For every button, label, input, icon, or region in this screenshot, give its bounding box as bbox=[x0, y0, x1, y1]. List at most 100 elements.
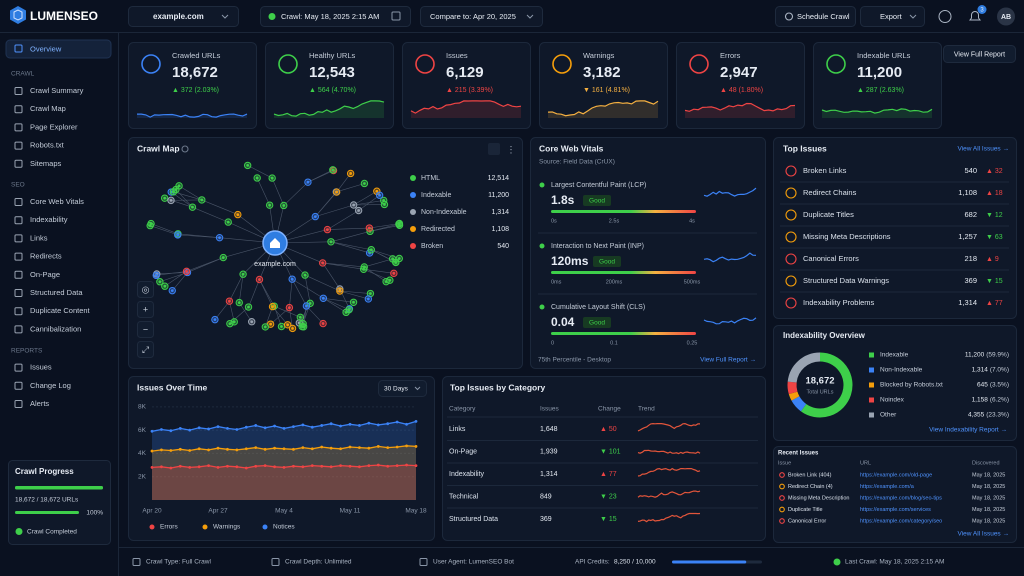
graph-node-core bbox=[338, 289, 342, 293]
nav-item[interactable]: Robots.txt bbox=[30, 141, 65, 150]
nav-icon bbox=[14, 381, 23, 390]
series-point bbox=[405, 422, 408, 426]
nav-section: CRAWL bbox=[11, 71, 35, 78]
graph-node-core bbox=[313, 215, 317, 219]
url-cell[interactable]: https://example.com/a bbox=[860, 484, 915, 490]
nav-icon bbox=[14, 123, 23, 132]
nav-item[interactable]: Change Log bbox=[30, 381, 71, 390]
site-selector[interactable] bbox=[128, 6, 239, 27]
footer-item: Last Crawl: May 18, 2025 2:15 AM bbox=[845, 559, 944, 566]
series-point bbox=[348, 464, 352, 468]
avatar[interactable] bbox=[997, 7, 1015, 26]
bell-button[interactable] bbox=[969, 11, 981, 21]
compare-date[interactable] bbox=[420, 6, 543, 27]
url-cell[interactable]: https://example.com/category/seo bbox=[860, 518, 942, 524]
view-report-button[interactable] bbox=[943, 45, 1016, 63]
series-point bbox=[169, 466, 173, 470]
sparkline bbox=[410, 100, 522, 114]
nav-item[interactable]: Alerts bbox=[30, 399, 49, 408]
url-cell[interactable]: https://example.com/old-page bbox=[860, 472, 932, 478]
panel-title: Recent Issues bbox=[778, 451, 819, 457]
link[interactable]: View Indexability Report → bbox=[929, 427, 1007, 434]
series-point bbox=[273, 465, 276, 469]
nav-item[interactable]: Duplicate Content bbox=[30, 306, 91, 315]
map-control[interactable] bbox=[137, 301, 154, 318]
series-point bbox=[160, 448, 163, 452]
url-cell[interactable]: https://example.com/services bbox=[860, 507, 931, 513]
map-control[interactable] bbox=[137, 281, 154, 298]
url-cell[interactable]: https://example.com/blog/seo-tips bbox=[860, 495, 942, 501]
map-control[interactable] bbox=[137, 341, 154, 358]
kpi-change: ▼ 161 (4.81%) bbox=[583, 87, 630, 94]
map-control[interactable] bbox=[137, 321, 154, 338]
nav-item[interactable]: Sitemaps bbox=[30, 159, 62, 168]
legend-label: Warnings bbox=[213, 524, 241, 531]
export-text: Export bbox=[880, 12, 903, 21]
series-point bbox=[367, 421, 371, 425]
issue-cell: Broken Link (404) bbox=[788, 472, 832, 478]
series-point bbox=[292, 464, 295, 468]
schedule-button[interactable] bbox=[775, 6, 856, 27]
segment-value: 1,158 bbox=[972, 397, 989, 404]
icon bbox=[784, 12, 794, 21]
threshold-label: 200ms bbox=[606, 279, 623, 285]
crawl-date[interactable] bbox=[260, 6, 411, 27]
legend-dot bbox=[410, 243, 416, 249]
nav-item[interactable]: Structured Data bbox=[30, 288, 83, 297]
issue-change: ▼ 63 bbox=[986, 234, 1003, 241]
metric-value: 120ms bbox=[551, 254, 589, 268]
graph-node-core bbox=[375, 189, 379, 193]
nav-item[interactable]: Core Web Vitals bbox=[30, 197, 84, 206]
link[interactable]: View All Issues → bbox=[957, 146, 1009, 153]
schedule-text: Schedule Crawl bbox=[797, 12, 850, 21]
nav-active[interactable] bbox=[5, 39, 112, 59]
series-point bbox=[150, 465, 154, 469]
graph-node-core bbox=[352, 300, 355, 304]
graph-edge bbox=[214, 300, 230, 320]
panel bbox=[128, 137, 523, 369]
menu-button[interactable]: ⋮ bbox=[507, 144, 516, 154]
help-button[interactable] bbox=[938, 10, 952, 23]
expand-button[interactable] bbox=[488, 143, 500, 155]
series-point bbox=[254, 424, 258, 427]
progress-card bbox=[8, 460, 111, 545]
status-dot bbox=[268, 13, 276, 20]
series-point bbox=[216, 465, 220, 469]
series-point bbox=[160, 428, 163, 431]
series-point bbox=[386, 464, 390, 468]
link[interactable]: View Full Report → bbox=[700, 357, 756, 364]
range-dropdown[interactable] bbox=[378, 380, 427, 397]
graph-node-core bbox=[352, 203, 356, 207]
nav-item[interactable]: Issues bbox=[30, 363, 52, 372]
nav-item[interactable]: Links bbox=[30, 233, 48, 242]
issue-cell: Duplicate Title bbox=[788, 507, 823, 513]
graph-node-core bbox=[221, 256, 225, 259]
segment-value: 4,355 bbox=[968, 412, 985, 419]
panel-subtitle: Source: Field Data (CrUX) bbox=[539, 159, 615, 166]
graph-edge bbox=[353, 204, 385, 206]
nav-item[interactable]: Crawl Summary bbox=[30, 86, 84, 95]
nav-item[interactable]: Page Explorer bbox=[30, 122, 78, 131]
legend-label: Noindex bbox=[880, 397, 905, 404]
nav-item[interactable]: On-Page bbox=[30, 270, 60, 279]
change-cell: ▲ 77 bbox=[600, 471, 617, 478]
nav-item[interactable]: Redirects bbox=[30, 252, 62, 261]
series-point bbox=[178, 464, 182, 468]
export-button[interactable] bbox=[860, 6, 925, 27]
kpi-label: Healthy URLs bbox=[309, 51, 356, 60]
compare-text: Compare to: Apr 20, 2025 bbox=[430, 12, 516, 21]
graph-node-core bbox=[246, 164, 250, 167]
status-dot bbox=[539, 182, 545, 188]
series-point bbox=[348, 445, 352, 449]
nav-item[interactable]: Crawl Map bbox=[30, 104, 66, 113]
nav-item[interactable]: Indexability bbox=[30, 215, 68, 224]
graph-node-core bbox=[270, 176, 274, 180]
status-dot bbox=[539, 243, 545, 249]
nav-item[interactable]: Cannibalization bbox=[30, 324, 81, 333]
graph-edge bbox=[371, 249, 400, 259]
graph-node-core bbox=[213, 318, 217, 322]
link[interactable]: View All Issues → bbox=[957, 531, 1009, 538]
chevron bbox=[221, 14, 229, 19]
view-report-text[interactable]: View Full Report bbox=[954, 51, 1005, 58]
issue-change: ▼ 15 bbox=[986, 278, 1003, 285]
